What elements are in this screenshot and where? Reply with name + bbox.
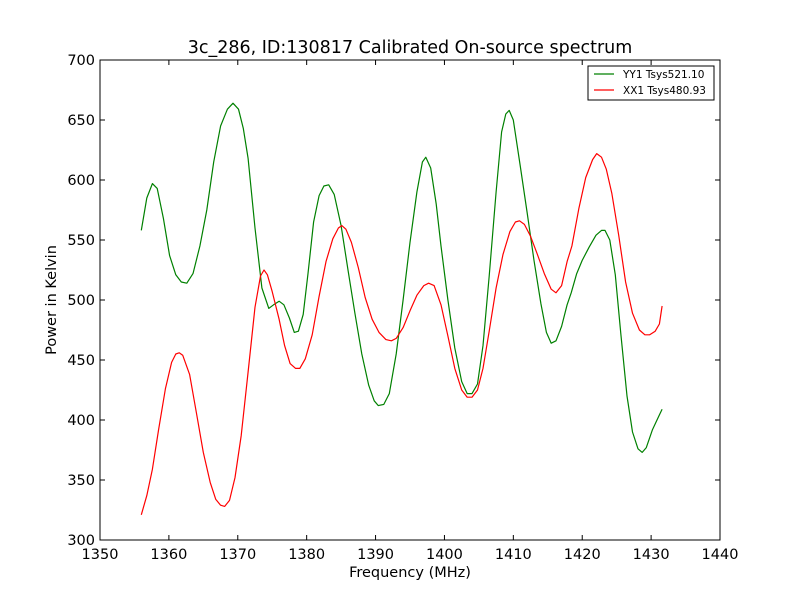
y-tick-label: 500 xyxy=(67,293,95,309)
x-tick-label: 1370 xyxy=(219,547,256,563)
x-tick-label: 1430 xyxy=(633,547,670,563)
chart-title: 3c_286, ID:130817 Calibrated On-source s… xyxy=(188,38,633,58)
plot-frame xyxy=(99,59,721,541)
y-tick-label: 600 xyxy=(67,173,95,189)
y-tick-label: 400 xyxy=(67,413,95,429)
y-tick-label: 350 xyxy=(67,473,95,489)
legend-label-xx1: XX1 Tsys480.93 xyxy=(623,85,706,97)
x-tick-label: 1350 xyxy=(82,547,119,563)
y-axis-ticks: 300 350 400 450 500 550 600 650 700 xyxy=(67,53,720,549)
plot-area xyxy=(100,60,720,540)
legend: YY1 Tsys521.10 XX1 Tsys480.93 xyxy=(587,65,715,101)
x-tick-label: 1380 xyxy=(288,547,325,563)
y-tick-label: 450 xyxy=(67,353,95,369)
x-tick-label: 1400 xyxy=(426,547,463,563)
y-tick-label: 550 xyxy=(67,233,95,249)
series-line-yy1 xyxy=(140,102,663,453)
series-line-xx1 xyxy=(140,153,663,515)
x-tick-label: 1360 xyxy=(150,547,187,563)
legend-box xyxy=(587,65,715,101)
x-tick-label: 1410 xyxy=(495,547,532,563)
y-tick-label: 650 xyxy=(67,113,95,129)
y-tick-label: 300 xyxy=(67,533,95,549)
x-tick-label: 1390 xyxy=(357,547,394,563)
y-axis-label: Power in Kelvin xyxy=(44,245,60,355)
legend-label-yy1: YY1 Tsys521.10 xyxy=(622,69,704,81)
x-tick-label: 1420 xyxy=(564,547,601,563)
y-tick-label: 700 xyxy=(67,53,95,69)
x-axis-ticks: 1350 1360 1370 1380 1390 1400 1410 1420 1430 1440 xyxy=(82,60,739,563)
x-tick-label: 1440 xyxy=(702,547,739,563)
series-layer xyxy=(140,102,663,515)
x-axis-label: Frequency (MHz) xyxy=(349,565,471,581)
